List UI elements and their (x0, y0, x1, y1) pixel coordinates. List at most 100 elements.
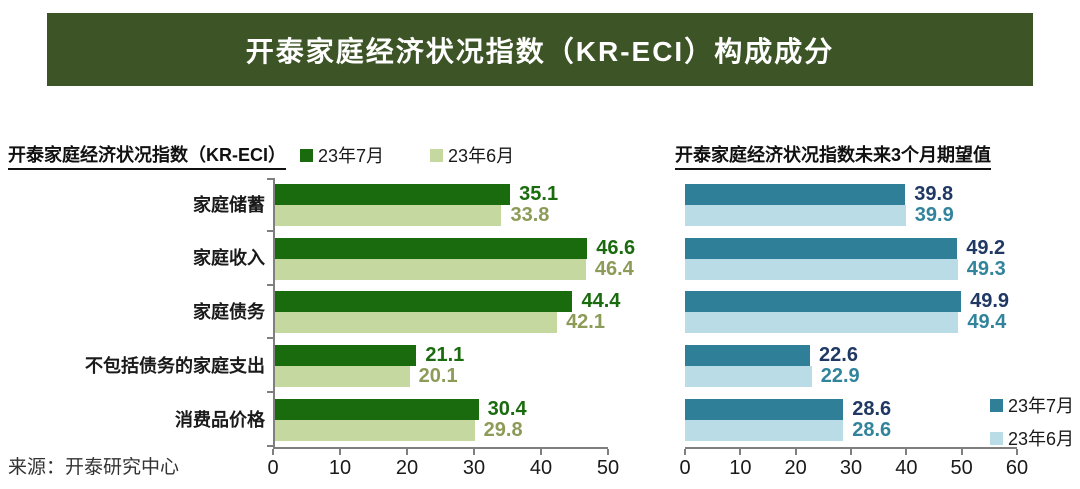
axis-tick (1016, 449, 1018, 455)
legend-swatch (300, 148, 313, 162)
axis-tick-label: 50 (950, 457, 973, 479)
legend-item: 23年7月 (990, 392, 1074, 418)
axis-tick (406, 449, 408, 455)
left-chart-header: 开泰家庭经济状况指数（KR-ECI） 23年7月 23年6月 (8, 141, 656, 170)
bar (685, 183, 906, 205)
bar (685, 420, 844, 442)
axis-tick-label: 10 (328, 457, 352, 479)
bar-group: 49.9 49.4 (685, 286, 1017, 340)
y-axis-tick (267, 178, 273, 180)
bar-value-label: 42.1 (566, 311, 605, 334)
right-chart-legend: 23年7月 23年6月 (990, 392, 1074, 451)
bar (275, 420, 475, 442)
bar-group: 21.1 20.1 (275, 339, 610, 393)
left-chart-legend: 23年7月 23年6月 (300, 142, 514, 168)
bar (275, 345, 417, 367)
bar-row: 28.6 (685, 419, 1017, 442)
axis-tick (540, 449, 542, 455)
bar-value-label: 39.8 (914, 182, 954, 205)
bar-group: 30.4 29.8 (275, 393, 610, 447)
y-axis-tick (267, 229, 273, 232)
bar (275, 291, 573, 313)
category-label: 家庭收入 (193, 248, 265, 269)
bar-value-label: 22.9 (820, 365, 860, 388)
right-chart-plot-area: 39.8 39.9 49.2 49.3 49.9 49.4 22.6 22.9 28.6 28.6 (685, 178, 1017, 447)
bar-value-label: 35.1 (519, 182, 559, 205)
bar (685, 399, 844, 421)
y-axis-tick (267, 283, 273, 286)
axis-tick-label: 40 (529, 457, 553, 479)
bar-row: 35.1 (275, 182, 610, 205)
right-chart-header: 开泰家庭经济状况指数未来3个月期望值 (660, 142, 1080, 170)
bar (275, 183, 511, 205)
bar-row: 49.2 (685, 236, 1017, 259)
bar-row: 46.6 (275, 237, 635, 259)
left-chart-plot-area: 35.1 33.8 46.6 46.4 44.4 42.1 21.1 20.1 30.4 29.8 (267, 178, 635, 447)
y-axis-tick (267, 445, 273, 447)
bar-row: 29.8 (275, 419, 610, 442)
bar (685, 345, 811, 367)
bar-row: 28.6 (685, 398, 1017, 421)
bar-value-label: 20.1 (418, 365, 458, 388)
y-axis-tick (267, 337, 273, 340)
axis-tick (473, 449, 475, 455)
axis-tick (739, 449, 742, 455)
category-label: 家庭债务 (193, 302, 265, 323)
bar (275, 204, 502, 226)
axis-tick (905, 449, 908, 455)
category-label: 不包括债务的家庭支出 (85, 355, 265, 376)
axis-tick (684, 449, 686, 455)
legend-label: 23年6月 (1008, 429, 1075, 449)
bar-value-label: 28.6 (852, 419, 892, 442)
y-axis-tick (267, 391, 273, 394)
bar-row: 42.1 (275, 311, 610, 334)
bar-value-label: 49.2 (966, 236, 1006, 259)
bar-value-label: 44.4 (581, 290, 621, 313)
bar (275, 312, 558, 334)
bar-group: 35.1 33.8 (275, 178, 610, 232)
bar (685, 366, 812, 388)
bar-row: 49.3 (685, 258, 1017, 280)
bar-group: 49.2 49.3 (685, 232, 1017, 286)
legend-item: 23年7月 (300, 142, 384, 168)
legend-label: 23年7月 (318, 146, 385, 166)
bar-group: 22.6 22.9 (685, 339, 1017, 393)
bar-value-label: 46.4 (594, 257, 634, 280)
bar-row: 44.4 (275, 290, 620, 313)
left-chart-x-axis: 0 10 20 30 40 50 (267, 447, 619, 485)
legend-swatch (990, 398, 1003, 412)
bar-row: 39.9 (685, 204, 1017, 226)
bar-value-label: 33.8 (510, 203, 550, 226)
bar (685, 258, 958, 280)
bar-row: 46.4 (275, 258, 634, 280)
bar-value-label: 46.6 (596, 236, 636, 259)
bar (685, 237, 958, 259)
bar-group: 44.4 42.1 (275, 286, 620, 340)
axis-tick-label: 10 (729, 457, 752, 479)
bar-group: 39.8 39.9 (685, 178, 1017, 232)
bar (275, 237, 588, 259)
axis-tick (794, 449, 797, 455)
bar-group: 28.6 28.6 (685, 393, 1017, 447)
axis-tick (607, 449, 609, 455)
category-label: 家庭储蓄 (193, 194, 265, 215)
kr-eci-expectation-chart: 开泰家庭经济状况指数未来3个月期望值 39.8 39.9 49.2 49.3 49.9 4… (660, 142, 1080, 485)
axis-tick-label: 30 (839, 457, 863, 479)
axis-tick-label: 40 (895, 457, 918, 479)
bar-value-label: 49.9 (970, 290, 1010, 313)
legend-swatch (430, 148, 444, 162)
source-note: 来源：开泰研究中心 (8, 457, 180, 478)
bar (685, 204, 906, 226)
bar (685, 291, 962, 313)
axis-tick-label: 50 (596, 457, 620, 479)
page-title-banner: 开泰家庭经济状况指数（KR-ECI）构成成分 (47, 13, 1033, 86)
bar-row: 22.9 (685, 365, 1017, 388)
bar-value-label: 30.4 (487, 398, 527, 421)
bar-value-label: 29.8 (483, 419, 523, 442)
bar-row: 22.6 (685, 344, 1017, 367)
axis-tick (850, 449, 852, 455)
bar-row: 30.4 (275, 398, 610, 421)
left-chart-title: 开泰家庭经济状况指数（KR-ECI） (8, 141, 286, 170)
bar-value-label: 49.4 (967, 311, 1007, 334)
bar-row: 39.8 (685, 182, 1017, 205)
